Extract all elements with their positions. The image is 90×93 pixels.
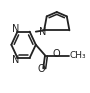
Text: N: N [13,55,20,65]
Text: N: N [13,24,20,35]
Text: CH₃: CH₃ [70,51,86,60]
Text: O: O [53,49,60,59]
Text: O: O [37,64,45,74]
Text: N: N [39,27,47,37]
